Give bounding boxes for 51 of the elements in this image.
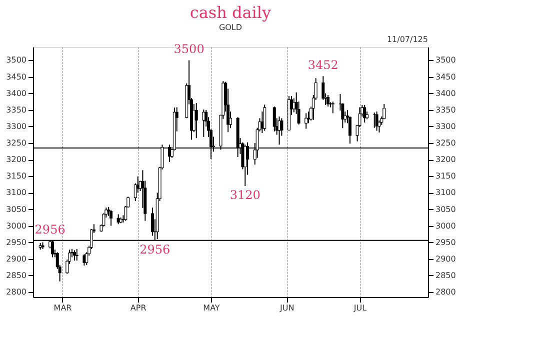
y-tick-label: 3100	[6, 188, 26, 198]
y2-tick-label: 2900	[436, 254, 456, 264]
candlestick	[304, 112, 308, 130]
candlestick	[194, 102, 198, 139]
annotation: 2956	[34, 222, 66, 236]
y-tick-label: 3250	[6, 138, 26, 148]
x-tick-label: APR	[130, 304, 147, 312]
y-tick-label: 3350	[6, 105, 26, 114]
y-tick-label: 2850	[6, 270, 26, 280]
y2-tick-label: 3000	[436, 221, 456, 230]
y-tick-label: 3500	[6, 56, 26, 65]
chart-title: cash daily	[190, 3, 272, 22]
candlestick	[150, 207, 154, 236]
y2-tick-label: 3450	[436, 72, 456, 82]
x-tick-label: JUN	[278, 304, 294, 312]
y2-tick-label: 3300	[436, 122, 456, 131]
candlestick	[75, 248, 78, 262]
y-tick-label: 3000	[6, 221, 26, 230]
y2-tick-label: 3100	[436, 188, 456, 198]
candlestick	[331, 101, 334, 114]
annotation: 3452	[308, 58, 338, 72]
text: 11/07/125	[386, 35, 428, 44]
y-tick-label: 2950	[6, 238, 26, 247]
x-tick-label: MAY	[203, 304, 220, 312]
y2-tick-label: 3050	[436, 204, 456, 214]
y-tick-label: 3150	[6, 172, 26, 181]
annotation: 3120	[230, 188, 260, 202]
y2-tick-label: 3150	[436, 172, 456, 181]
annotation: 3500	[174, 42, 204, 56]
candlestick	[72, 250, 76, 262]
y2-tick-label: 3500	[436, 56, 456, 65]
annotation: 2956	[140, 242, 170, 256]
y2-tick-label: 2950	[436, 238, 456, 247]
y-tick-label: 2800	[6, 288, 26, 297]
y2-tick-label: 2800	[436, 288, 456, 297]
candlestick	[110, 209, 113, 226]
y-tick-label: 3400	[6, 88, 26, 98]
y-tick-label: 3200	[6, 155, 26, 164]
y2-tick-label: 3200	[436, 155, 456, 164]
x-tick-label: JUL	[352, 304, 368, 312]
y2-tick-label: 3250	[436, 138, 456, 148]
y-tick-label: 3450	[6, 72, 26, 82]
y-tick-label: 3050	[6, 204, 26, 214]
candlestick	[263, 104, 266, 132]
y-tick-label: 3300	[6, 122, 26, 131]
y2-tick-label: 2850	[436, 270, 456, 280]
chart-subtitle: GOLD	[218, 23, 242, 32]
y2-tick-label: 3400	[436, 88, 456, 98]
y2-tick-label: 3350	[436, 105, 456, 114]
y-tick-label: 2900	[6, 254, 26, 264]
x-tick-label: MAR	[54, 304, 72, 312]
